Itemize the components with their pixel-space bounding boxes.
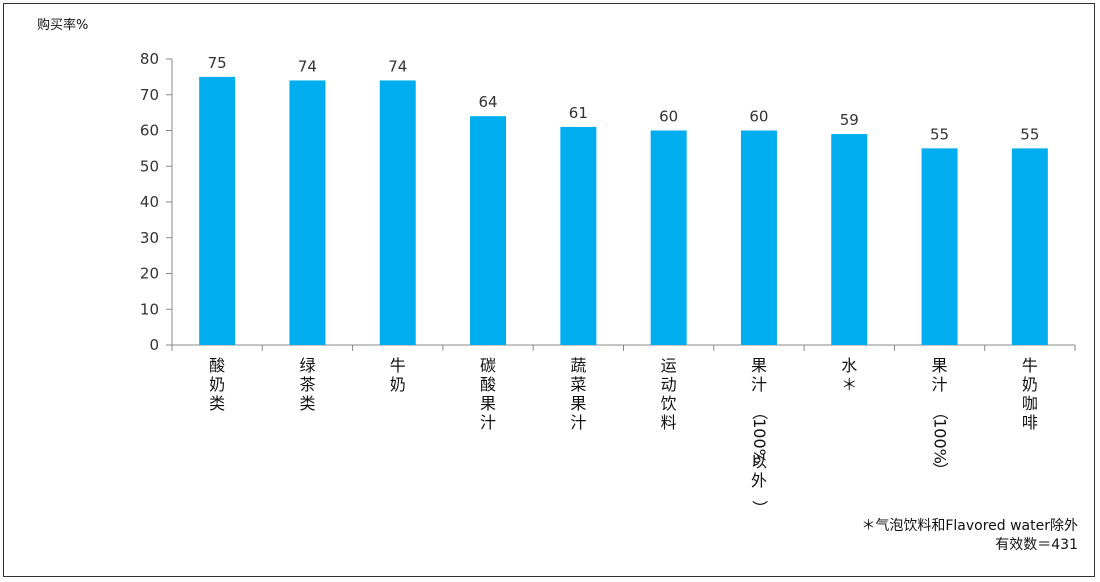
data-label: 74 [388,57,407,75]
bar [560,126,597,345]
category-label: 牛奶 [390,356,406,394]
bar [1011,148,1048,345]
y-tick-label: 50 [140,157,159,175]
category-label: 水＊ [841,356,857,394]
data-label: 74 [298,57,317,75]
category-label: 碳酸果汁 [480,356,496,432]
category-label-part: 100% [750,418,769,464]
data-label: 59 [840,111,859,129]
footnote-exclusion: ＊气泡饮料和Flavored water除外 [861,518,1078,534]
footnote: ＊气泡饮料和Flavored water除外 有效数＝431 [861,517,1078,555]
bar [831,134,868,345]
data-label: 60 [659,108,678,126]
y-tick-label: 60 [140,122,159,140]
category-label: 运动饮料 [661,356,677,432]
category-label: 果汁 [932,356,948,394]
data-labels: 75 74 74 64 61 60 60 59 55 55 [208,54,1040,144]
y-ticks: 0 10 20 30 40 50 60 70 80 [140,50,172,354]
data-label: 64 [479,93,498,111]
category-label: 果汁以外 [751,356,767,490]
category-label-part: ） [750,500,769,516]
y-tick-label: 40 [140,193,159,211]
y-tick-label: 30 [140,229,159,247]
footnote-sample-size: 有效数＝431 [995,537,1078,553]
bar [470,116,507,345]
category-label: 蔬菜果汁 [570,356,586,432]
data-label: 61 [569,104,588,122]
bar [199,76,236,345]
y-tick-label: 80 [140,50,159,68]
bar [289,80,326,345]
category-label: 绿茶类 [299,356,315,413]
category-label-part: （ [750,404,769,420]
data-label: 75 [208,54,227,72]
bar [740,130,777,345]
y-tick-label: 20 [140,265,159,283]
bar [650,130,687,345]
category-label-part: ） [931,462,950,478]
bar [379,80,416,345]
data-label: 55 [1020,125,1039,143]
category-labels: 酸奶类绿茶类牛奶碳酸果汁蔬菜果汁运动饮料果汁以外（100%）水＊果汁（100%）… [209,356,1038,516]
chart-frame [3,3,1095,577]
bar [921,148,958,345]
category-label-part: （ [931,404,950,420]
y-tick-label: 70 [140,86,159,104]
category-label: 酸奶类 [209,356,225,413]
y-tick-label: 0 [149,336,159,354]
bars [199,76,1048,345]
data-label: 55 [930,125,949,143]
category-label: 牛奶咖啡 [1022,356,1038,432]
data-label: 60 [749,108,768,126]
y-axis-label: 购买率% [37,18,89,33]
category-label-part: 100% [931,418,950,464]
y-tick-label: 10 [140,300,159,318]
